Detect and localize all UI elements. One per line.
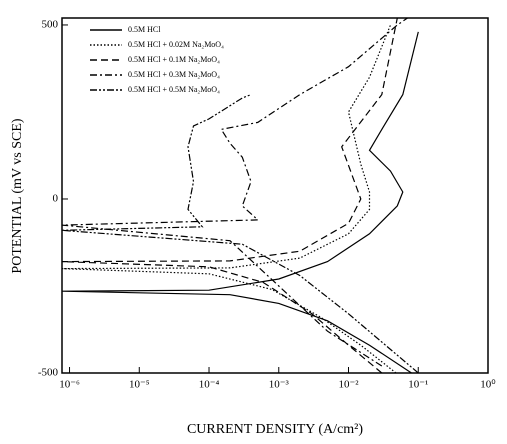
legend-label: 0.5M HCl (128, 25, 161, 34)
curve (61, 17, 398, 374)
y-tick-label: -500 (38, 367, 59, 379)
legend-label: 0.5M HCl + 0.02M Na₂MoO₄ (128, 40, 224, 49)
x-axis-label: CURRENT DENSITY (A/cm²) (187, 422, 363, 437)
x-tick-label: 10⁻⁴ (199, 379, 220, 391)
x-tick-label: 10⁻⁵ (129, 379, 150, 391)
x-tick-label: 10⁻⁶ (59, 379, 80, 391)
x-tick-label: 10⁻³ (269, 379, 290, 391)
y-tick-label: 500 (42, 18, 59, 30)
legend-label: 0.5M HCl + 0.1M Na₂MoO₄ (128, 55, 220, 64)
x-tick-label: 10⁻² (338, 379, 359, 391)
curve (61, 24, 397, 374)
x-tick-label: 10⁰ (480, 379, 496, 391)
curve (61, 31, 419, 374)
curve (61, 17, 408, 367)
y-axis-label: POTENTIAL (mV vs SCE) (10, 118, 25, 274)
legend-label: 0.5M HCl + 0.5M Na₂MoO₄ (128, 85, 220, 94)
legend-label: 0.5M HCl + 0.3M Na₂MoO₄ (128, 70, 220, 79)
curve (61, 94, 419, 374)
x-tick-label: 10⁻¹ (408, 379, 428, 391)
plot-frame (61, 17, 489, 374)
y-tick-label: 0 (53, 193, 59, 205)
